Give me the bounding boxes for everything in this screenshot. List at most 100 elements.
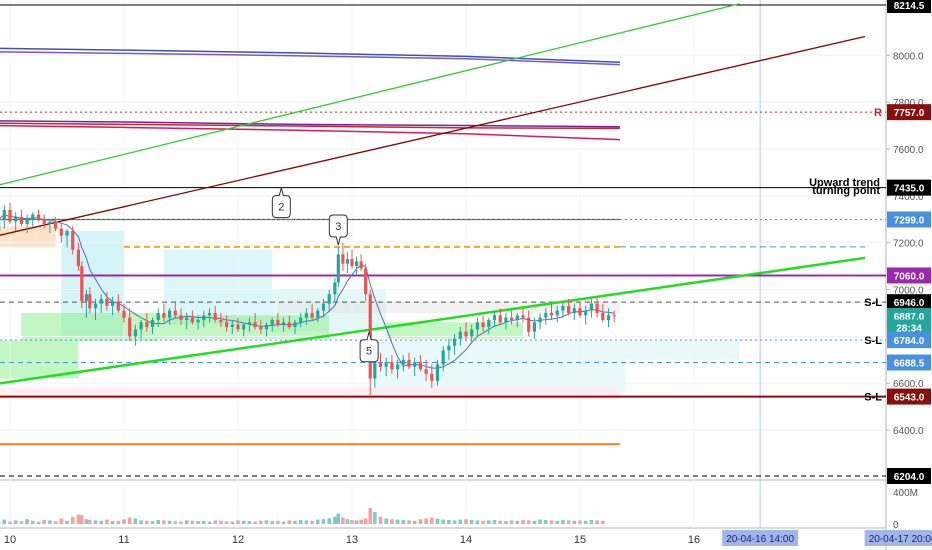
candle-body — [601, 312, 605, 320]
y-tick-label: 7400.0 — [893, 192, 924, 203]
volume-bar — [566, 520, 571, 524]
annotation-text: Upward trend — [809, 177, 880, 189]
candle-body — [316, 310, 320, 318]
candle-body — [606, 315, 611, 320]
candle-body — [567, 305, 571, 313]
volume-bar — [179, 521, 183, 524]
volume-bar — [310, 520, 314, 524]
candle-body — [378, 362, 383, 367]
candle-body — [341, 254, 345, 264]
candle-body — [299, 317, 303, 323]
volume-bar — [373, 512, 377, 524]
volume-bar — [156, 520, 160, 524]
volume-bar — [441, 519, 445, 524]
candle-body — [54, 221, 58, 229]
candle-body — [122, 310, 126, 318]
candle-body — [80, 266, 84, 302]
volume-bar — [19, 521, 24, 524]
candle-body — [453, 338, 457, 346]
x-tick-label: 12 — [232, 534, 244, 546]
volume-bar — [110, 521, 115, 524]
volume-bar — [395, 519, 400, 524]
volume-bar — [281, 521, 286, 524]
volume-bar — [259, 520, 263, 524]
volume-bar — [13, 520, 18, 524]
candle-body — [310, 312, 314, 318]
volume-bar — [458, 519, 463, 524]
candle-body — [578, 308, 582, 316]
volume-bar — [184, 520, 189, 524]
candle-body — [156, 312, 160, 320]
time-badge-bg — [722, 530, 799, 546]
candle-body — [413, 362, 417, 367]
candle-body — [116, 301, 120, 311]
time-axis-pane[interactable] — [0, 528, 932, 550]
volume-bar — [526, 520, 531, 524]
volume-bar — [276, 520, 280, 524]
volume-bar — [173, 521, 178, 524]
candle-body — [219, 319, 223, 323]
price-badge-bg — [887, 0, 931, 13]
x-tick-label: 11 — [118, 534, 129, 546]
candle-body — [350, 259, 354, 267]
volume-bar — [8, 521, 12, 524]
candle-body — [418, 362, 422, 370]
y-tick-label: 6600.0 — [893, 379, 924, 390]
candle-body — [84, 294, 88, 302]
volume-bar — [430, 517, 434, 524]
volume-bar — [207, 521, 212, 524]
price-badge-bg — [887, 267, 931, 284]
volume-bar — [25, 519, 29, 524]
volume-bar — [202, 520, 206, 524]
candle-body — [572, 308, 576, 313]
candle-body — [364, 268, 368, 295]
y-tick-label: 7800.0 — [893, 98, 924, 109]
band-line — [0, 51, 620, 66]
volume-layer — [0, 508, 605, 524]
price-badge-label: 7299.0 — [894, 215, 925, 226]
volume-bar — [418, 519, 423, 524]
candle-body — [185, 317, 189, 320]
volume-bar — [230, 521, 235, 524]
candle-body — [247, 322, 251, 325]
volume-bar — [424, 518, 428, 524]
candle-body — [447, 345, 451, 351]
x-tick-label: 16 — [688, 534, 700, 546]
candle-body — [276, 319, 280, 325]
volume-bar — [105, 519, 109, 524]
price-badge-layer: 8214.5 7757.0 7435.0 7299.0 7060.0 6946.0 6887… — [887, 0, 931, 484]
candle-body — [76, 249, 80, 267]
volume-bar — [583, 520, 588, 524]
candle-body — [168, 310, 172, 318]
volume-bar — [509, 520, 514, 524]
time-axis[interactable]: 10 11 12 13 14 15 16 20-04-16 14:00 20-04-17 20:… — [4, 530, 932, 546]
candle-body — [470, 329, 474, 337]
volume-bar — [498, 520, 502, 524]
line-tag: S-L — [864, 297, 882, 309]
volume-bar — [481, 520, 485, 524]
price-badge-bg — [887, 294, 931, 311]
volume-bar — [139, 520, 143, 524]
candle-body — [515, 315, 519, 320]
volume-bar — [42, 520, 46, 524]
candle-body — [264, 324, 269, 330]
candle-body — [424, 369, 428, 374]
grid-layer — [0, 0, 886, 528]
candle-body — [561, 305, 565, 311]
callout-label: 3 — [335, 221, 341, 233]
price-badge-label: 28:34 — [896, 323, 922, 334]
candle-body — [492, 315, 497, 320]
candle-body — [435, 364, 440, 381]
candle-body — [99, 298, 103, 304]
volume-bar — [70, 516, 75, 524]
y-tick-label: 7200.0 — [893, 239, 924, 250]
candle-body — [36, 214, 41, 220]
candle-body — [287, 322, 291, 328]
volume-bar — [298, 520, 303, 524]
candle-body — [225, 322, 229, 328]
indicator-zone — [374, 341, 740, 360]
volume-bar — [145, 520, 149, 524]
volume-bar — [345, 519, 350, 524]
